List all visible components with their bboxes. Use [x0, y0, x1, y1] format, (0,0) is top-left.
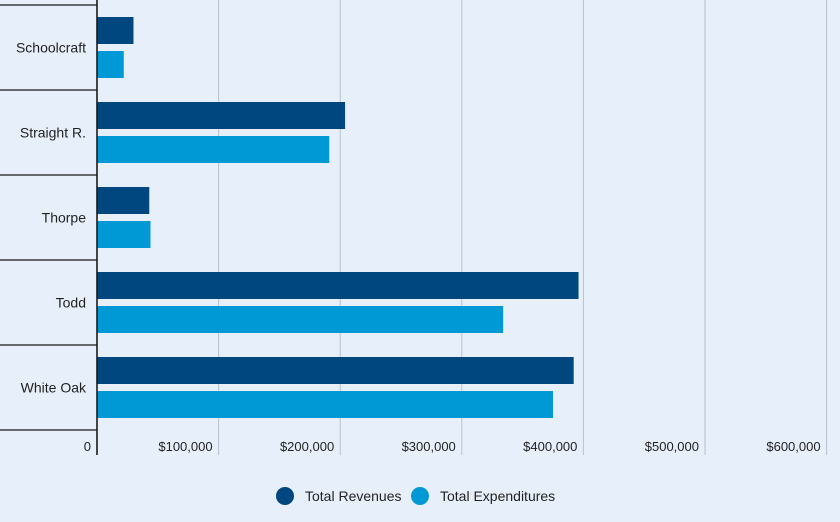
tick-label: $100,000	[158, 439, 212, 454]
bar-revenues	[97, 357, 574, 384]
tick-label: 0	[84, 439, 91, 454]
category-axis: Schoolcraft Straight R. Thorpe Todd White Oa…	[0, 4, 97, 431]
bar-expenditures	[97, 391, 553, 418]
grid-lines	[218, 0, 828, 455]
legend-label: Total Expenditures	[440, 488, 555, 504]
tick-label: $400,000	[523, 439, 577, 454]
tick-label: $500,000	[645, 439, 699, 454]
legend-swatch-revenues	[276, 487, 294, 505]
bar-expenditures	[97, 221, 151, 248]
bar-revenues	[97, 102, 346, 129]
category-label: Straight R.	[20, 125, 86, 141]
tick-label: $200,000	[280, 439, 334, 454]
bars	[97, 17, 579, 418]
tick-label: $600,000	[766, 439, 820, 454]
tick-label: $300,000	[402, 439, 456, 454]
category-label: Todd	[56, 295, 86, 311]
bar-revenues	[97, 272, 579, 299]
category-label: Schoolcraft	[16, 40, 86, 56]
bar-expenditures	[97, 136, 330, 163]
legend-label: Total Revenues	[305, 488, 402, 504]
bar-expenditures	[97, 51, 124, 78]
category-label: Thorpe	[42, 210, 87, 226]
legend: Total Revenues Total Expenditures	[276, 487, 555, 505]
bar-revenues	[97, 17, 134, 44]
category-label: White Oak	[21, 380, 87, 396]
legend-swatch-expenditures	[411, 487, 429, 505]
value-axis: 0 $100,000 $200,000 $300,000 $400,000 $500,00…	[84, 0, 821, 455]
bar-revenues	[97, 187, 150, 214]
bar-expenditures	[97, 306, 504, 333]
